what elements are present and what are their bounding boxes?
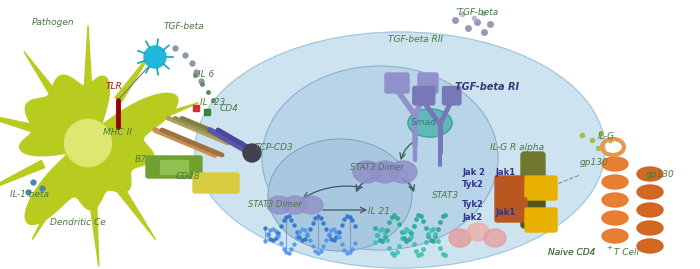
Text: Jak2: Jak2 (462, 213, 482, 222)
Text: Tyk2: Tyk2 (462, 200, 484, 209)
Text: +: + (606, 245, 612, 251)
Text: IL -23: IL -23 (200, 98, 225, 107)
FancyBboxPatch shape (525, 208, 557, 232)
FancyBboxPatch shape (495, 176, 527, 200)
Polygon shape (115, 52, 152, 102)
Text: Jak1: Jak1 (495, 168, 515, 177)
FancyBboxPatch shape (495, 198, 527, 222)
Text: TGF-beta RII: TGF-beta RII (388, 35, 443, 44)
Ellipse shape (602, 193, 628, 207)
Ellipse shape (389, 161, 417, 183)
Text: Tyk2: Tyk2 (462, 180, 484, 189)
Text: MHC II: MHC II (103, 128, 132, 137)
Text: 'TGF-beta: 'TGF-beta (455, 8, 498, 17)
FancyBboxPatch shape (160, 161, 188, 175)
FancyBboxPatch shape (385, 73, 409, 93)
Polygon shape (117, 186, 155, 239)
FancyBboxPatch shape (521, 152, 545, 203)
Text: TCP-CD3: TCP-CD3 (255, 143, 294, 152)
Text: STAT3 Dimer: STAT3 Dimer (350, 163, 404, 172)
Ellipse shape (408, 109, 452, 137)
Ellipse shape (602, 211, 628, 225)
Polygon shape (139, 103, 199, 128)
Text: IL 6: IL 6 (198, 70, 214, 79)
Text: gp130: gp130 (580, 158, 609, 167)
FancyBboxPatch shape (146, 156, 202, 178)
Text: Pathogen: Pathogen (32, 18, 75, 27)
FancyBboxPatch shape (442, 87, 461, 105)
Ellipse shape (353, 161, 381, 183)
Text: CD4: CD4 (220, 104, 239, 113)
Circle shape (64, 119, 111, 167)
FancyBboxPatch shape (193, 173, 239, 193)
Text: T Cell: T Cell (611, 248, 639, 257)
Ellipse shape (195, 32, 605, 268)
Ellipse shape (299, 196, 323, 214)
Text: Naive CD4: Naive CD4 (548, 248, 596, 257)
Polygon shape (84, 25, 92, 93)
Polygon shape (0, 160, 45, 193)
Text: IL-G: IL-G (598, 132, 615, 141)
Text: IL-G R alpha: IL-G R alpha (490, 143, 544, 152)
Text: CD28: CD28 (176, 172, 201, 181)
Text: STAT3 Dimer: STAT3 Dimer (248, 200, 302, 209)
Text: STAT3: STAT3 (432, 191, 459, 200)
Text: Jak 2: Jak 2 (462, 168, 485, 177)
Ellipse shape (637, 203, 663, 217)
Ellipse shape (467, 223, 489, 241)
FancyBboxPatch shape (525, 176, 557, 200)
Text: TGF-beta: TGF-beta (164, 22, 204, 31)
Text: TGF-beta RI: TGF-beta RI (455, 82, 519, 92)
FancyBboxPatch shape (413, 87, 435, 105)
Ellipse shape (449, 229, 471, 247)
Ellipse shape (637, 239, 663, 253)
Polygon shape (146, 154, 214, 177)
Ellipse shape (268, 139, 412, 251)
Text: Jak1: Jak1 (495, 208, 515, 217)
Text: IL 21: IL 21 (368, 207, 390, 216)
Ellipse shape (371, 161, 399, 183)
Ellipse shape (602, 157, 628, 171)
Circle shape (144, 46, 166, 68)
FancyBboxPatch shape (521, 197, 545, 228)
Text: IL-1 beta: IL-1 beta (10, 190, 49, 199)
Polygon shape (24, 52, 60, 100)
Circle shape (243, 144, 261, 162)
Ellipse shape (262, 66, 498, 250)
Polygon shape (20, 75, 178, 225)
Ellipse shape (637, 167, 663, 181)
Ellipse shape (602, 229, 628, 243)
Text: Naive CD4: Naive CD4 (548, 248, 596, 257)
Text: gp130: gp130 (646, 170, 675, 179)
Ellipse shape (484, 229, 506, 247)
Polygon shape (88, 192, 99, 267)
Ellipse shape (637, 221, 663, 235)
Text: Smad: Smad (411, 118, 437, 127)
Ellipse shape (283, 196, 307, 214)
Polygon shape (0, 111, 38, 133)
Polygon shape (32, 189, 64, 240)
Text: Dendritic Ce: Dendritic Ce (50, 218, 106, 227)
Ellipse shape (637, 185, 663, 199)
Text: B7: B7 (135, 155, 147, 164)
Ellipse shape (602, 175, 628, 189)
Text: TLR: TLR (106, 82, 122, 91)
Ellipse shape (267, 196, 291, 214)
FancyBboxPatch shape (418, 73, 438, 93)
